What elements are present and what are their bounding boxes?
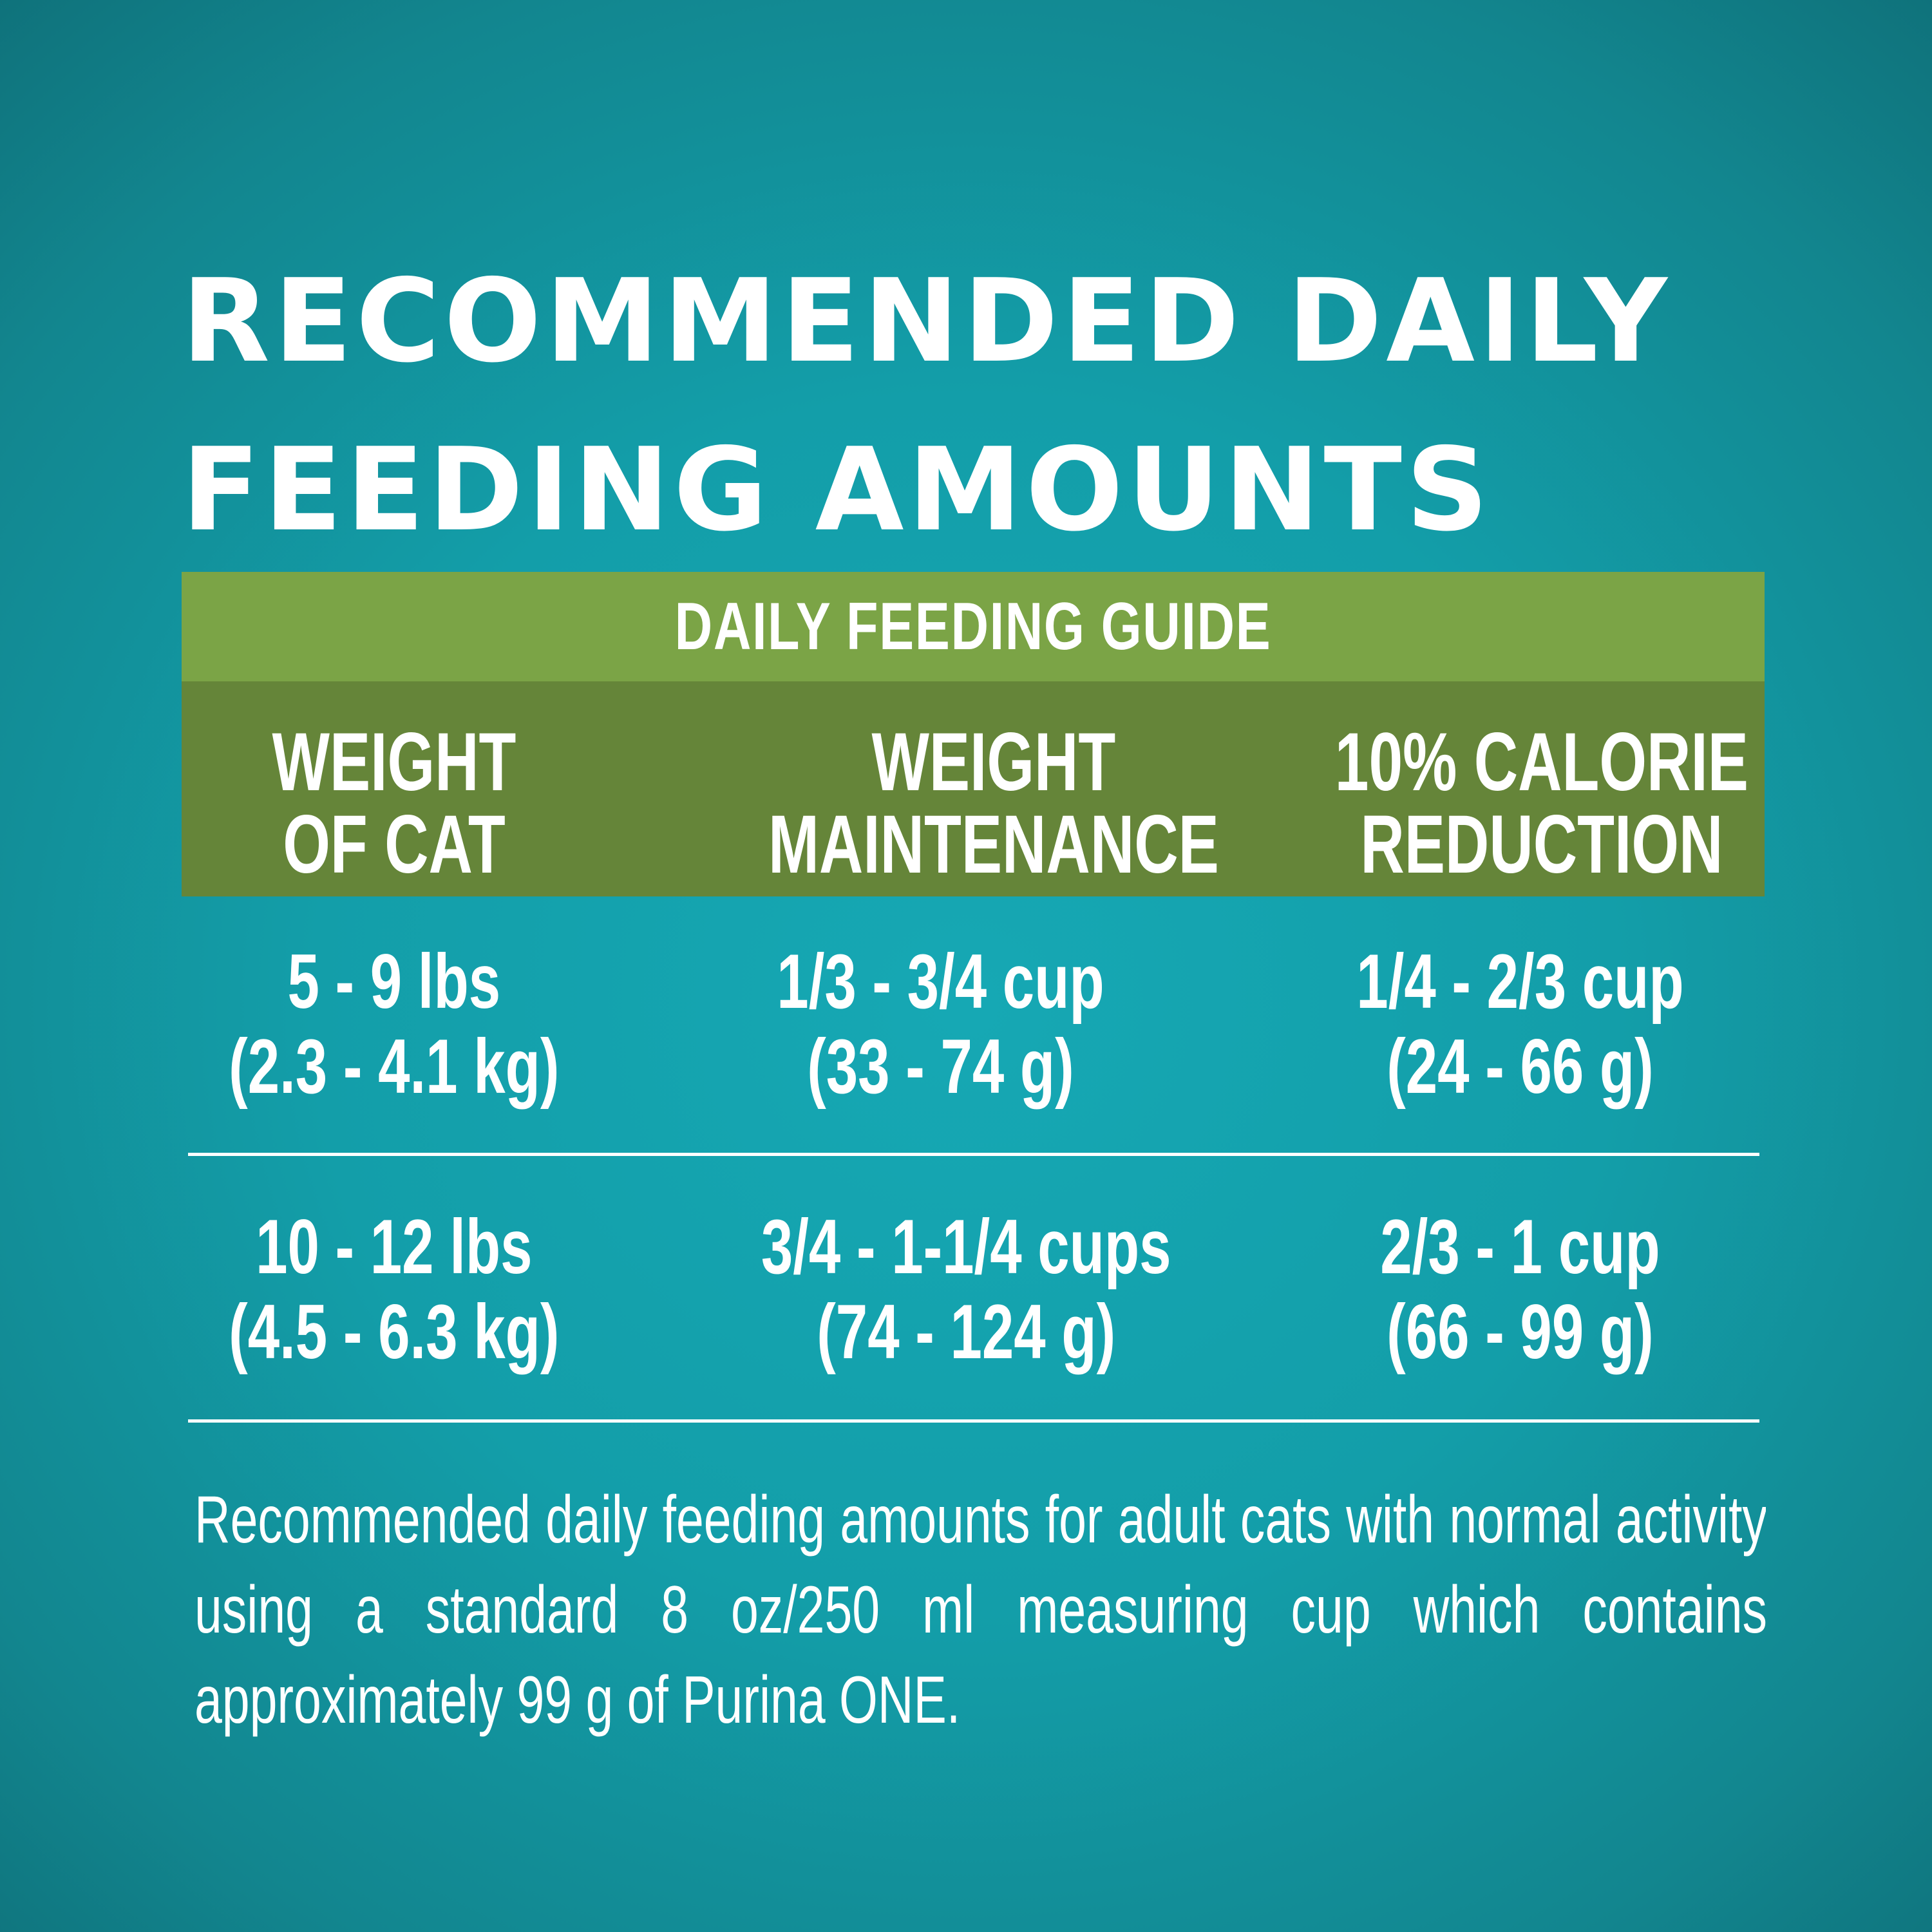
cell-line: 3/4 - 1-1/4 cups [761, 1204, 1171, 1290]
cell-line: 10 - 12 lbs [256, 1204, 533, 1290]
column-header-weight-maintenance: WEIGHT MAINTENANCE [689, 721, 1219, 886]
column-header-line: WEIGHT [871, 716, 1116, 808]
column-header-line: REDUCTION [1360, 799, 1723, 891]
cell-line: 1/4 - 2/3 cup [1356, 938, 1684, 1025]
column-header-band: WEIGHT OF CAT WEIGHT MAINTENANCE 10% CAL… [182, 681, 1765, 896]
row-divider [188, 1153, 1759, 1156]
column-header-weight-of-cat: WEIGHT OF CAT [169, 721, 620, 886]
column-header-calorie-reduction: 10% CALORIE REDUCTION [1262, 721, 1777, 886]
feeding-guide-caption: DAILY FEEDING GUIDE [674, 589, 1272, 664]
page-title-line-1: RECOMMENDED DAILY [182, 254, 1671, 388]
page-title-line-2: FEEDING AMOUNTS [182, 423, 1493, 556]
table-row-2-maintenance: 3/4 - 1-1/4 cups (74 - 124 g) [689, 1204, 1191, 1374]
column-header-line: MAINTENANCE [768, 799, 1219, 891]
table-row-1-weight: 5 - 9 lbs (2.3 - 4.1 kg) [169, 939, 620, 1109]
row-divider [188, 1419, 1759, 1423]
cell-line: (66 - 99 g) [1386, 1289, 1654, 1375]
column-header-line: WEIGHT [272, 716, 516, 808]
column-header-line: 10% CALORIE [1334, 716, 1748, 808]
feeding-note-text: Recommended daily feeding amounts for ad… [194, 1482, 1766, 1738]
column-header-line: OF CAT [283, 799, 506, 891]
table-row-1-reduction: 1/4 - 2/3 cup (24 - 66 g) [1262, 939, 1777, 1109]
page-title: RECOMMENDED DAILY FEEDING AMOUNTS [182, 237, 1792, 574]
cell-line: 1/3 - 3/4 cup [776, 938, 1104, 1025]
cell-line: (74 - 124 g) [817, 1289, 1116, 1375]
table-row-2-weight: 10 - 12 lbs (4.5 - 6.3 kg) [169, 1204, 620, 1374]
feeding-note: Recommended daily feeding amounts for ad… [194, 1475, 1766, 1745]
cell-line: (4.5 - 6.3 kg) [229, 1289, 560, 1375]
cell-line: (33 - 74 g) [806, 1023, 1074, 1110]
cell-line: (24 - 66 g) [1386, 1023, 1654, 1110]
table-row-1-maintenance: 1/3 - 3/4 cup (33 - 74 g) [689, 939, 1191, 1109]
feeding-guide-caption-bar: DAILY FEEDING GUIDE [182, 572, 1765, 681]
table-row-2-reduction: 2/3 - 1 cup (66 - 99 g) [1262, 1204, 1777, 1374]
cell-line: 5 - 9 lbs [287, 938, 501, 1025]
cell-line: (2.3 - 4.1 kg) [229, 1023, 560, 1110]
cell-line: 2/3 - 1 cup [1379, 1204, 1660, 1290]
